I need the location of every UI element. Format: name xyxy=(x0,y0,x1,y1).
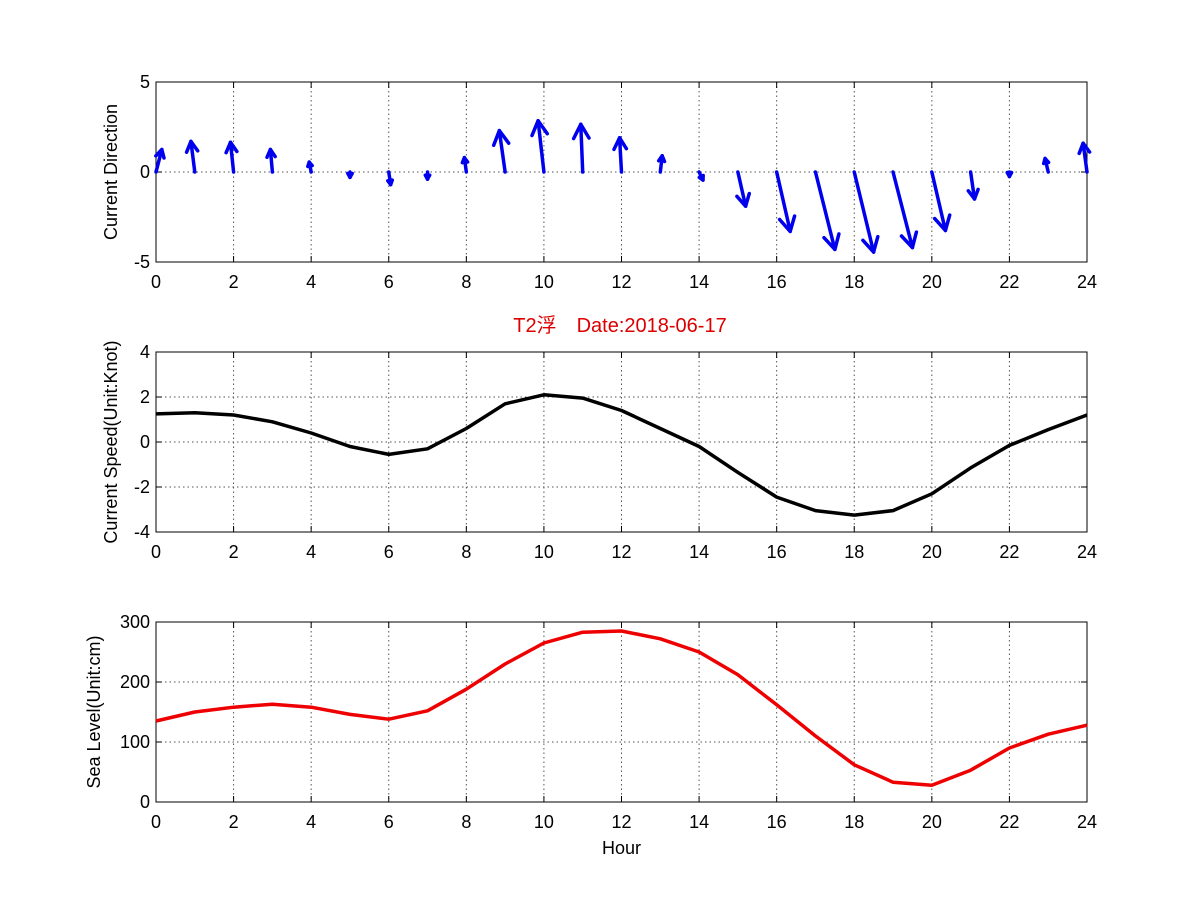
x-tick-label: 8 xyxy=(461,542,471,562)
series-line xyxy=(155,629,1088,787)
quiver-arrow xyxy=(656,154,667,174)
x-tick-label: 4 xyxy=(306,272,316,292)
quiver-arrow xyxy=(1077,141,1092,174)
x-tick-label: 6 xyxy=(384,812,394,832)
x-tick-label: 20 xyxy=(922,542,942,562)
quiver-arrow xyxy=(1005,170,1014,179)
x-tick-label: 14 xyxy=(689,272,709,292)
x-tick-label: 10 xyxy=(534,542,554,562)
y-tick-label: 2 xyxy=(140,387,150,407)
quiver-arrow xyxy=(423,170,432,181)
x-tick-label: 0 xyxy=(151,812,161,832)
x-tick-label: 14 xyxy=(689,542,709,562)
x-tick-label: 6 xyxy=(384,272,394,292)
x-tick-label: 4 xyxy=(306,812,316,832)
quiver-arrow xyxy=(1041,156,1051,174)
x-tick-label: 18 xyxy=(844,542,864,562)
series-line xyxy=(155,393,1088,517)
x-tick-label: 22 xyxy=(999,542,1019,562)
x-tick-label: 22 xyxy=(999,272,1019,292)
quiver-arrow xyxy=(460,155,470,174)
x-tick-label: 6 xyxy=(384,542,394,562)
figure-title: T2浮 Date:2018-06-17 xyxy=(513,314,726,337)
y-axis-label: Sea Level(Unit:cm) xyxy=(84,635,104,788)
quiver-arrow xyxy=(530,118,550,174)
quiver-arrow xyxy=(966,170,980,201)
y-tick-label: -4 xyxy=(134,522,150,542)
y-tick-label: 0 xyxy=(140,432,150,452)
y-tick-label: 300 xyxy=(120,612,150,632)
x-tick-label: 24 xyxy=(1077,542,1097,562)
y-tick-label: 0 xyxy=(140,792,150,812)
x-tick-label: 12 xyxy=(611,812,631,832)
x-tick-label: 8 xyxy=(461,272,471,292)
x-tick-label: 12 xyxy=(611,542,631,562)
x-tick-label: 20 xyxy=(922,812,942,832)
x-tick-label: 4 xyxy=(306,542,316,562)
x-tick-label: 24 xyxy=(1077,812,1097,832)
quiver-arrow xyxy=(224,140,239,174)
x-tick-label: 10 xyxy=(534,272,554,292)
quiver-arrow xyxy=(265,147,277,174)
y-tick-label: -5 xyxy=(134,252,150,272)
quiver-arrow xyxy=(386,170,395,187)
x-tick-label: 12 xyxy=(611,272,631,292)
quiver-arrow xyxy=(346,170,354,180)
quiver-arrow xyxy=(852,170,880,254)
x-tick-label: 2 xyxy=(229,542,239,562)
quiver-arrow xyxy=(491,128,511,174)
x-tick-label: 16 xyxy=(767,812,787,832)
x-tick-label: 22 xyxy=(999,812,1019,832)
x-tick-label: 24 xyxy=(1077,272,1097,292)
quiver-arrow xyxy=(697,170,705,182)
y-tick-label: 100 xyxy=(120,732,150,752)
quiver-arrow xyxy=(306,160,314,174)
x-tick-label: 14 xyxy=(689,812,709,832)
x-tick-label: 18 xyxy=(844,272,864,292)
y-tick-label: 0 xyxy=(140,162,150,182)
quiver-arrow xyxy=(154,147,166,174)
y-tick-label: 5 xyxy=(140,72,150,92)
quiver-arrow xyxy=(813,170,841,252)
x-tick-label: 2 xyxy=(229,812,239,832)
x-tick-label: 0 xyxy=(151,272,161,292)
quiver-arrow xyxy=(735,170,752,208)
quiver-arrow xyxy=(571,122,591,174)
x-tick-label: 0 xyxy=(151,542,161,562)
quiver-arrow xyxy=(612,136,629,174)
quiver-arrow xyxy=(184,139,200,174)
y-tick-label: -2 xyxy=(134,477,150,497)
x-tick-label: 10 xyxy=(534,812,554,832)
x-tick-label: 18 xyxy=(844,812,864,832)
quiver-arrow xyxy=(774,170,797,234)
quiver-arrow xyxy=(891,170,919,250)
x-tick-label: 16 xyxy=(767,542,787,562)
y-axis-label: Current Direction xyxy=(101,104,121,240)
y-tick-label: 200 xyxy=(120,672,150,692)
x-tick-label: 2 xyxy=(229,272,239,292)
y-axis-label: Current Speed(Unit:Knot) xyxy=(101,340,121,543)
x-tick-label: 8 xyxy=(461,812,471,832)
x-tick-label: 16 xyxy=(767,272,787,292)
x-axis-label: Hour xyxy=(602,838,641,858)
quiver-arrow xyxy=(930,170,952,233)
y-tick-label: 4 xyxy=(140,342,150,362)
x-tick-label: 20 xyxy=(922,272,942,292)
